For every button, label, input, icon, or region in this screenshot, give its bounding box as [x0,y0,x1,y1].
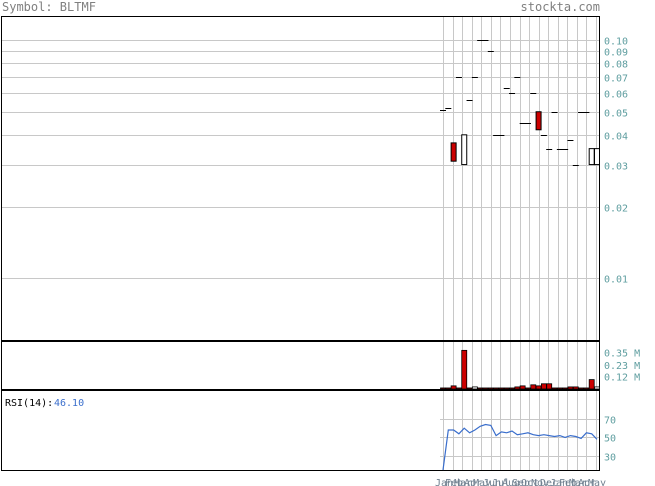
volume-bar [456,387,462,390]
month-label: Aug [502,478,520,486]
volume-tick-label: 0.35 M [604,348,640,359]
volume-tick-label: 0.23 M [604,361,640,372]
month-label: Jun [483,478,501,486]
volume-bar [445,387,452,390]
price-tick-label: 0.03 [604,162,628,173]
symbol-label: Symbol: BLTMF [2,0,96,14]
rsi-label: RSI(14): [5,398,53,409]
month-label: Apr [464,478,482,486]
volume-bar [546,383,553,390]
symbol-value: BLTMF [59,0,96,14]
volume-bar [551,387,558,390]
month-label: Feb [445,478,463,486]
volume-bar [509,387,515,390]
volume-bar [519,385,526,390]
price-candle [535,111,542,131]
price-tick-label: 0.06 [604,90,628,101]
site-label[interactable]: stockta.com [520,0,600,14]
price-tick-label: 0.09 [604,48,628,59]
volume-bar [461,349,468,390]
volume-bar [583,387,590,390]
volume-bar [572,386,579,390]
price-candles [440,40,600,166]
month-label: Apr [578,478,596,486]
rsi-tick-label: 50 [604,434,616,445]
volume-bar [567,386,574,390]
volume-bar [556,387,563,390]
volume-bar [503,387,510,390]
volume-bar [477,387,484,390]
grid-lines [2,17,599,470]
x-axis-labels: JanFebMarAprMayJunJulAugSepOctNovDecJanF… [435,478,606,486]
volume-bar [482,387,489,390]
month-label: Sep [512,478,530,486]
volume-bar [440,387,446,390]
price-candle [461,134,468,166]
month-label: May [473,478,491,486]
price-panel-frame [1,16,600,341]
volume-bar [578,387,584,390]
volume-bar [594,386,600,390]
month-label: Dec [540,478,558,486]
volume-axis: 0.35 M 0.23 M0.12 M [604,348,640,383]
price-tick-label: 0.07 [604,74,628,85]
price-tick-label: 0.10 [604,37,628,48]
volume-bar [466,387,473,390]
month-label: Feb [559,478,577,486]
rsi-current-value: 46.10 [54,398,84,409]
month-label: May [588,478,606,486]
volume-bar [514,386,521,390]
month-label: Jan [550,478,568,486]
symbol-prefix: Symbol: [2,0,60,14]
volume-bar [530,384,537,390]
volume-bar [498,387,505,390]
month-label: Oct [521,478,539,486]
price-candle [594,148,600,166]
volume-bar [471,386,478,390]
volume-bars [440,349,600,390]
volume-bar [588,379,595,390]
volume-bar [562,387,569,390]
volume-panel-frame [1,341,600,390]
rsi-tick-label: 70 [604,416,616,427]
rsi-tick-label: 30 [604,453,616,464]
rsi-line [442,423,598,471]
volume-bar [450,385,457,390]
price-tick-label: 0.08 [604,60,628,71]
volume-bar [487,387,494,390]
month-label: Mar [454,478,472,486]
month-label: Nov [531,478,549,486]
month-label: Jan [435,478,453,486]
price-candle [450,142,457,162]
price-candle [588,148,595,166]
volume-bar [525,387,531,390]
rsi-axis: 70 50 30 [604,416,616,464]
price-tick-label: 0.02 [604,204,628,215]
price-tick-label: 0.05 [604,109,628,120]
rsi-series [442,423,598,471]
rsi-panel-frame [1,390,600,471]
month-label: Jul [492,478,510,486]
volume-bar [535,385,542,390]
price-axis: 0.100.090.08 0.07 0.06 0.05 0.04 0.03 0.02 0.01 [604,37,628,286]
volume-bar [540,383,547,390]
volume-bar [493,387,500,390]
price-tick-label: 0.04 [604,132,628,143]
price-tick-label: 0.01 [604,275,628,286]
month-label: Mar [569,478,587,486]
volume-tick-label: 0.12 M [604,372,640,383]
